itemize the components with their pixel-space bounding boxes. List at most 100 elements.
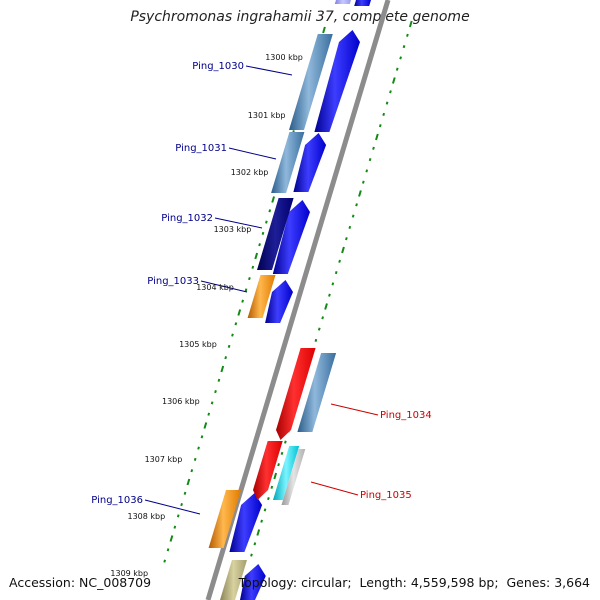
gene-label-ping_1032[interactable]: Ping_1032 [161,213,213,224]
outer-tick-mark [284,440,287,444]
outer-tick-mark [324,303,328,310]
outer-tick-mark [267,497,270,501]
gene-block[interactable] [208,490,241,548]
inner-tick-mark [210,401,214,405]
genes-value: 3,664 [554,575,590,590]
outer-tick-mark [250,553,253,557]
inner-tick-mark [258,243,261,247]
gene-label-ping_1036[interactable]: Ping_1036 [91,495,143,506]
gene-block[interactable] [289,34,333,130]
gene-features[interactable] [208,0,371,600]
accession-text: Accession: NC_008709 [9,575,151,590]
scale-label: 1309 kbp [110,569,148,578]
label-leader-line [144,499,201,515]
gene-block[interactable] [229,493,263,552]
outer-tick-mark [382,112,386,116]
label-leaders [144,65,379,515]
outer-tick-mark [355,203,358,207]
inner-tick-mark [217,378,221,382]
label-leader-line [245,65,293,76]
gene-block[interactable] [257,198,294,270]
inner-tick-mark [237,309,242,316]
outer-tick-mark [378,124,382,128]
outer-tick-mark [321,316,325,320]
inner-tick-mark [203,422,208,429]
outer-tick-mark [368,158,372,162]
label-leader-line [330,403,379,416]
topology-value: circular [301,575,348,590]
gene-block[interactable] [247,275,276,318]
outer-tick-mark [341,246,345,254]
scale-label: 1307 kbp [145,455,183,464]
inner-tick-mark [207,412,211,416]
inner-tick-mark [190,469,194,473]
gene-labels[interactable]: Ping_1030 Ping_1031 Ping_1032 Ping_1033 Ping… [91,61,431,506]
outer-tick-mark [277,463,280,467]
gene-block[interactable] [271,132,305,193]
genome-summary: Topology: circular; Length: 4,559,598 bp… [238,575,590,590]
gene-block[interactable] [297,353,337,432]
inner-tick-mark [214,390,217,394]
inner-tick-mark [244,288,248,292]
gene-block[interactable] [273,446,300,500]
gene-label-ping_1035[interactable]: Ping_1035 [360,490,412,501]
scale-label: 1308 kbp [127,512,165,521]
outer-tick-mark [263,508,267,512]
gene-label-ping_1030[interactable]: Ping_1030 [192,61,244,72]
inner-tick-mark [197,446,200,450]
label-leader-line [228,147,277,160]
outer-tick-mark [314,338,318,342]
outer-tick-mark [361,180,365,184]
label-leader-line [200,280,248,293]
gene-label-ping_1034[interactable]: Ping_1034 [380,410,432,421]
outer-tick-mark [317,327,321,331]
outer-tick-mark [345,237,348,241]
inner-tick-mark [183,491,187,495]
gene-block[interactable] [354,0,371,6]
outer-tick-mark [408,20,413,28]
gene-block[interactable] [281,449,306,505]
outer-tick-mark [365,169,369,173]
genes-label: Genes: [506,575,551,590]
inner-tick-mark [163,559,167,563]
inner-tick-mark [193,457,197,461]
outer-tick-mark [256,529,261,536]
inner-tick-mark [261,231,265,235]
inner-tick-mark [231,333,234,337]
gene-block[interactable] [240,564,266,600]
gene-block[interactable] [276,348,316,440]
outer-tick-mark [253,542,257,546]
length-value: 4,559,598 bp [410,575,495,590]
length-label: Length: [359,575,407,590]
outer-tick-mark [375,133,379,141]
inner-tick-mark [200,435,204,439]
inner-tick-mark [234,322,238,326]
outer-tick-mark [338,259,341,263]
gene-label-ping_1031[interactable]: Ping_1031 [175,143,227,154]
scale-label: 1301 kbp [248,111,286,120]
scale-label: 1303 kbp [214,225,252,234]
inner-tick-mark [265,220,268,224]
gene-block[interactable] [220,560,247,600]
outer-tick-mark [399,56,402,60]
label-leader-line [310,481,359,496]
gene-block[interactable] [334,0,351,4]
scale-label: 1300 kbp [265,53,303,62]
inner-tick-mark [220,365,225,373]
gene-block[interactable] [265,280,293,323]
outer-tick-mark [348,225,352,229]
outer-tick-mark [328,293,331,297]
gene-block[interactable] [293,133,327,192]
outer-tick-mark [402,45,406,49]
outer-tick-mark [395,67,399,71]
outer-tick-mark [280,451,284,455]
gene-block[interactable] [272,200,310,274]
inner-tick-mark [166,548,170,552]
outer-tick-mark [358,190,362,197]
gene-block[interactable] [314,30,360,132]
gene-label-ping_1033[interactable]: Ping_1033 [147,276,199,287]
inner-tick-mark [186,478,191,486]
inner-tick-mark [271,196,276,203]
gene-block[interactable] [253,441,283,500]
